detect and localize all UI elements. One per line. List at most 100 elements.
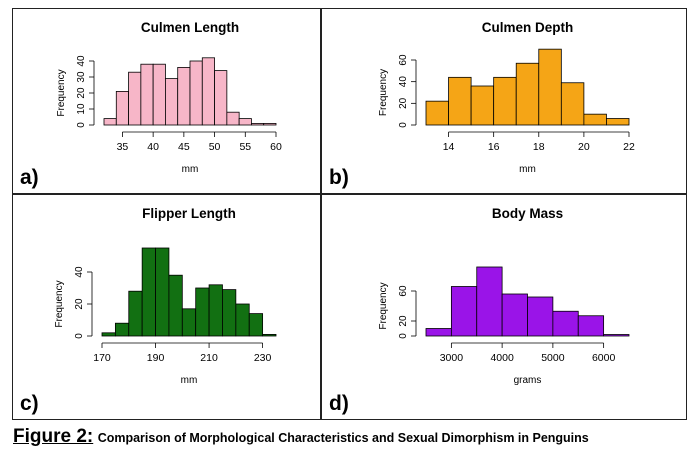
histogram-bar [248,313,264,337]
histogram-bar [583,113,607,126]
x-tick-label: 20 [578,141,590,153]
histogram-bar [476,266,503,337]
histogram-bar [603,334,630,337]
y-axis-label: Frequency [56,69,67,116]
histogram-bar [168,274,183,337]
x-tick-label: 190 [147,352,165,364]
histogram-bar [128,290,143,337]
histogram-bar [201,57,215,126]
y-axis-label: Frequency [54,280,65,327]
histogram-bar [262,333,277,337]
histogram-bar [527,296,554,337]
histogram-bar [577,315,605,337]
histogram-bar [425,328,452,337]
x-tick-label: 22 [623,141,635,153]
histogram-bar [448,76,472,126]
histogram-bar [450,286,478,337]
histogram-bar [251,123,265,126]
histogram-bar [515,62,540,126]
histogram-bar [177,67,191,126]
histogram-bar [140,63,154,126]
chart-title: Flipper Length [142,206,236,221]
y-tick-label: 0 [398,122,409,128]
y-tick-label: 20 [398,315,409,327]
x-tick-label: 3000 [440,352,464,364]
histogram-bar [128,71,142,126]
x-tick-label: 16 [488,141,500,153]
x-tick-label: 55 [239,141,251,153]
x-tick-label: 5000 [541,352,565,364]
panel-label: d) [329,392,349,415]
chart-title: Culmen Depth [482,20,574,35]
histogram-bar [470,85,495,126]
histogram-bar [214,70,228,126]
chart-title: Culmen Length [141,20,239,35]
y-tick-label: 20 [74,298,85,310]
x-tick-label: 45 [178,141,190,153]
histogram-bar [226,111,240,126]
histogram-bar [501,293,528,337]
y-axis-label: Frequency [378,282,389,329]
chart-title: Body Mass [492,206,563,221]
y-tick-label: 60 [398,54,409,66]
panel-label: b) [329,166,349,189]
panel-frame [12,8,321,194]
histogram-bar [208,284,223,337]
histogram-bar [101,332,116,337]
x-tick-label: 6000 [592,352,616,364]
x-tick-label: 170 [93,352,111,364]
histogram-bar [165,78,179,126]
histogram-bar [538,48,562,126]
panel-label: a) [20,166,39,189]
y-tick-label: 20 [398,97,409,109]
histogram-bar [560,82,585,126]
y-tick-label: 60 [398,285,409,297]
x-axis-label: mm [181,375,198,386]
x-axis-label: mm [519,164,536,175]
y-tick-label: 0 [74,333,85,339]
histogram-bar [141,247,156,337]
x-tick-label: 210 [200,352,218,364]
histogram-bar [181,308,197,337]
y-axis-label: Frequency [378,69,389,116]
histogram-bar [195,287,210,337]
histogram-bar [155,247,170,337]
caption-text: Comparison of Morphological Characterist… [97,431,589,445]
y-tick-label: 0 [398,333,409,339]
histogram-bar [263,123,277,126]
x-tick-label: 14 [443,141,455,153]
y-tick-label: 0 [76,122,87,128]
histogram-bar [103,118,117,126]
panel-label: c) [20,392,39,415]
y-tick-label: 40 [74,266,85,278]
x-tick-label: 40 [147,141,159,153]
y-tick-label: 30 [76,71,87,83]
x-tick-label: 18 [533,141,545,153]
histogram-bar [552,310,579,337]
x-axis-label: grams [514,375,542,386]
histogram-bar [425,100,449,126]
histogram-bar [152,63,166,126]
x-tick-label: 35 [117,141,129,153]
histogram-bar [115,91,129,126]
caption-label: Figure 2: [13,426,94,447]
histogram-bar [238,118,252,126]
panel-frame [321,194,687,420]
x-tick-label: 50 [209,141,221,153]
histogram-bar [493,76,517,126]
x-axis-label: mm [182,164,199,175]
x-tick-label: 4000 [490,352,514,364]
panel-frame [321,8,687,194]
y-tick-label: 40 [76,55,87,67]
x-tick-label: 230 [254,352,272,364]
histogram-bar [606,118,630,126]
histogram-bar [189,60,203,126]
histogram-bar [114,322,130,337]
y-tick-label: 40 [398,76,409,88]
histogram-bar [235,303,250,337]
x-tick-label: 60 [270,141,282,153]
y-tick-label: 10 [76,103,87,115]
histogram-bar [222,289,237,337]
figure-caption: Figure 2: Comparison of Morphological Ch… [13,426,589,448]
